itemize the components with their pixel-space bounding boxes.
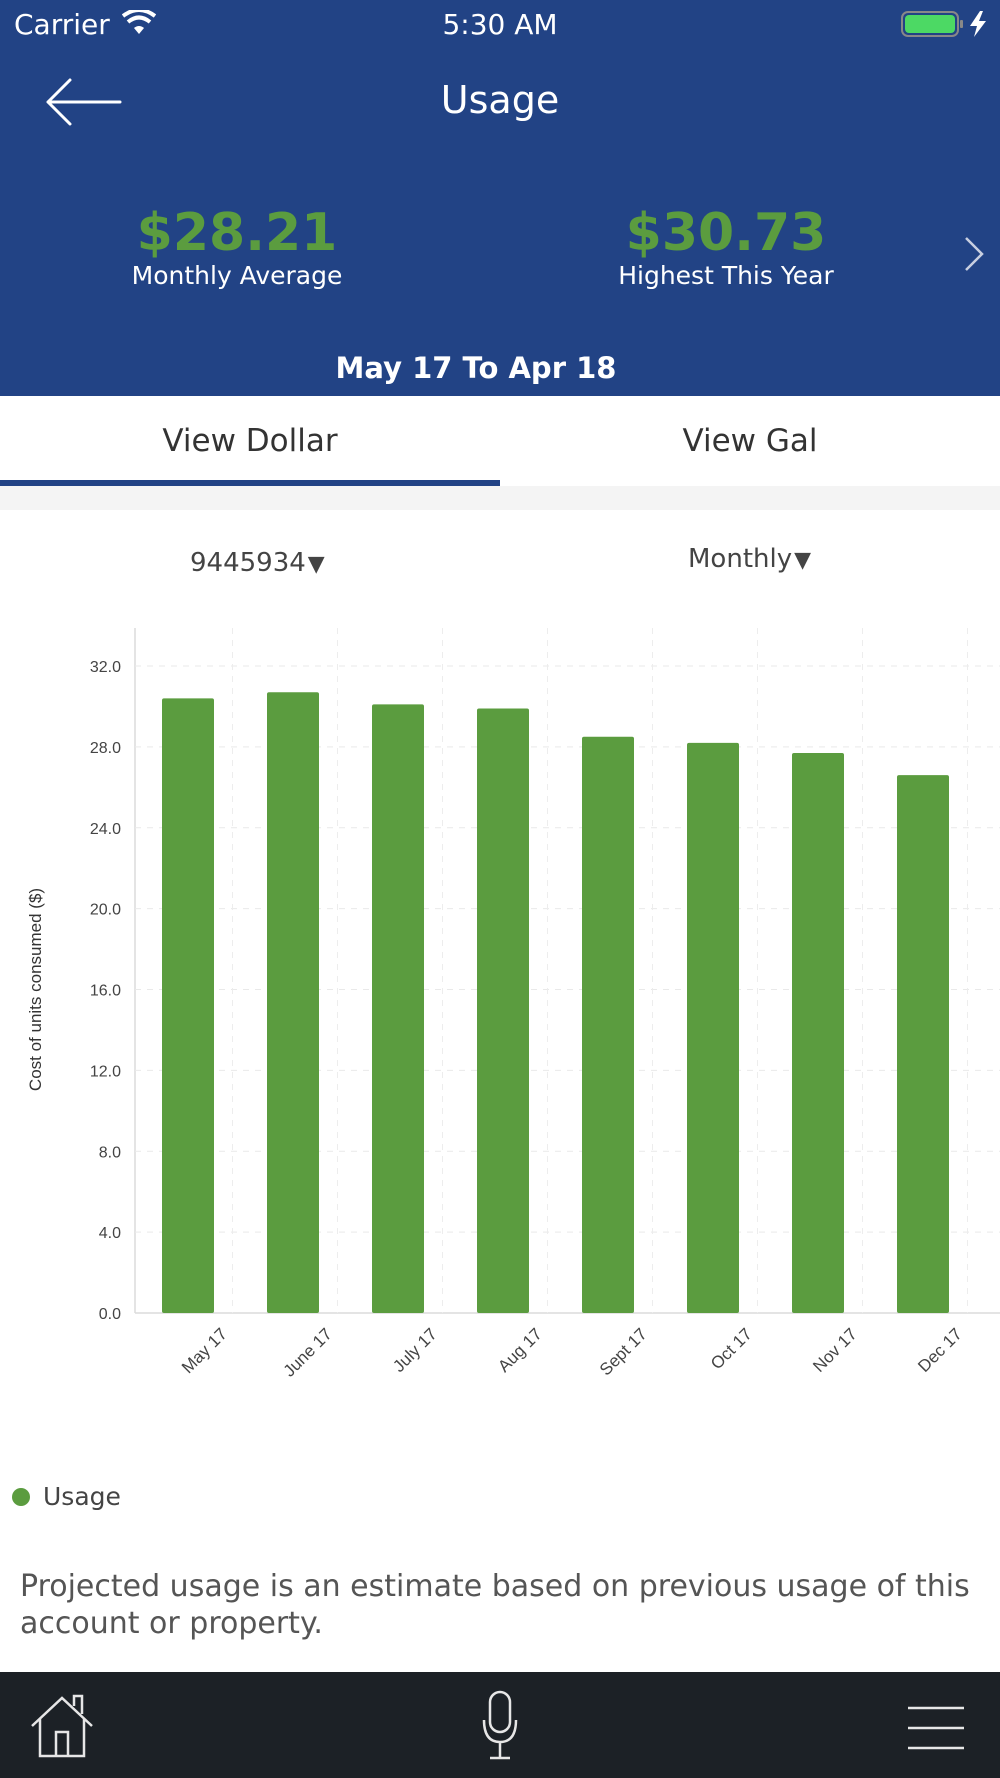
bar-june-17 (267, 692, 319, 1313)
bar-nov-17 (792, 752, 844, 1313)
x-tick-label: Aug 17 (494, 1324, 546, 1376)
carrier-label: Carrier (14, 8, 110, 41)
projection-note: Projected usage is an estimate based on … (20, 1569, 970, 1641)
arrow-left-icon (46, 78, 122, 126)
back-button[interactable] (44, 74, 124, 130)
monthly-average-label: Monthly Average (131, 261, 343, 290)
microphone-button[interactable] (480, 1690, 520, 1764)
account-value: 9445934 (190, 548, 306, 578)
period-select[interactable]: Monthly▼ (688, 544, 811, 574)
bar-sept-17 (582, 736, 634, 1313)
filter-selectors: 9445934▼ Monthly▼ (4, 510, 1000, 606)
bar-oct-17 (687, 742, 739, 1313)
y-tick-label: 0.0 (99, 1306, 121, 1323)
x-tick-label: Sept 17 (596, 1324, 651, 1379)
divider (0, 486, 1000, 510)
view-tabs: View Dollar View Gal (0, 396, 1000, 486)
microphone-icon (482, 1690, 518, 1760)
monthly-average-stat: $28.21 Monthly Average (37, 205, 437, 290)
caret-down-icon: ▼ (307, 552, 325, 577)
monthly-average-value: $28.21 (136, 203, 338, 263)
bar-aug-17 (477, 708, 529, 1313)
account-select[interactable]: 9445934▼ (190, 548, 325, 578)
tab-view-dollar[interactable]: View Dollar (162, 423, 338, 459)
y-tick-label: 12.0 (90, 1063, 121, 1080)
battery-charging-icon (900, 9, 992, 43)
y-axis-label: Cost of units consumed ($) (26, 888, 45, 1091)
status-bar: Carrier 5:30 AM (0, 0, 1000, 50)
bottom-tab-bar (0, 1672, 1000, 1778)
x-tick-label: June 17 (280, 1324, 336, 1380)
x-tick-label: May 17 (178, 1324, 231, 1377)
y-tick-label: 16.0 (90, 983, 121, 1000)
bar-may-17 (162, 698, 214, 1313)
page-title: Usage (440, 78, 560, 122)
highest-this-year-label: Highest This Year (618, 261, 834, 290)
header: Carrier 5:30 AM Usage $28.21 Monthly Ave… (0, 0, 1000, 396)
y-tick-label: 20.0 (90, 902, 121, 919)
tab-view-gal[interactable]: View Gal (682, 423, 818, 459)
period-value: Monthly (688, 544, 793, 574)
bar-dec-17 (897, 775, 949, 1313)
highest-this-year-stat: $30.73 Highest This Year (526, 205, 926, 290)
status-time: 5:30 AM (442, 8, 558, 41)
y-tick-label: 24.0 (90, 821, 121, 838)
date-range: May 17 To Apr 18 (335, 351, 617, 385)
usage-bar-chart: 0.0 4.0 8.0 12.0 16.0 20.0 24.0 28.0 32.0 Cost of… (26, 628, 1000, 1381)
bar-july-17 (372, 704, 424, 1313)
y-tick-label: 32.0 (90, 659, 121, 676)
x-tick-label: Oct 17 (707, 1324, 756, 1373)
selected-tab-indicator (0, 480, 500, 486)
wifi-icon (121, 8, 157, 40)
x-tick-label: July 17 (389, 1324, 441, 1376)
legend-swatch (12, 1488, 30, 1506)
x-tick-label: Nov 17 (809, 1324, 861, 1376)
x-tick-label: Dec 17 (914, 1324, 966, 1376)
home-button[interactable] (28, 1692, 96, 1764)
home-icon (31, 1694, 93, 1758)
legend-label: Usage (43, 1482, 121, 1511)
chevron-right-icon[interactable] (962, 234, 986, 278)
y-tick-label: 8.0 (99, 1144, 121, 1161)
y-tick-label: 4.0 (99, 1225, 121, 1242)
highest-this-year-value: $30.73 (625, 203, 827, 263)
y-tick-label: 28.0 (90, 740, 121, 757)
hamburger-menu-icon (908, 1706, 964, 1750)
menu-button[interactable] (906, 1704, 966, 1756)
caret-down-icon: ▼ (794, 548, 812, 573)
